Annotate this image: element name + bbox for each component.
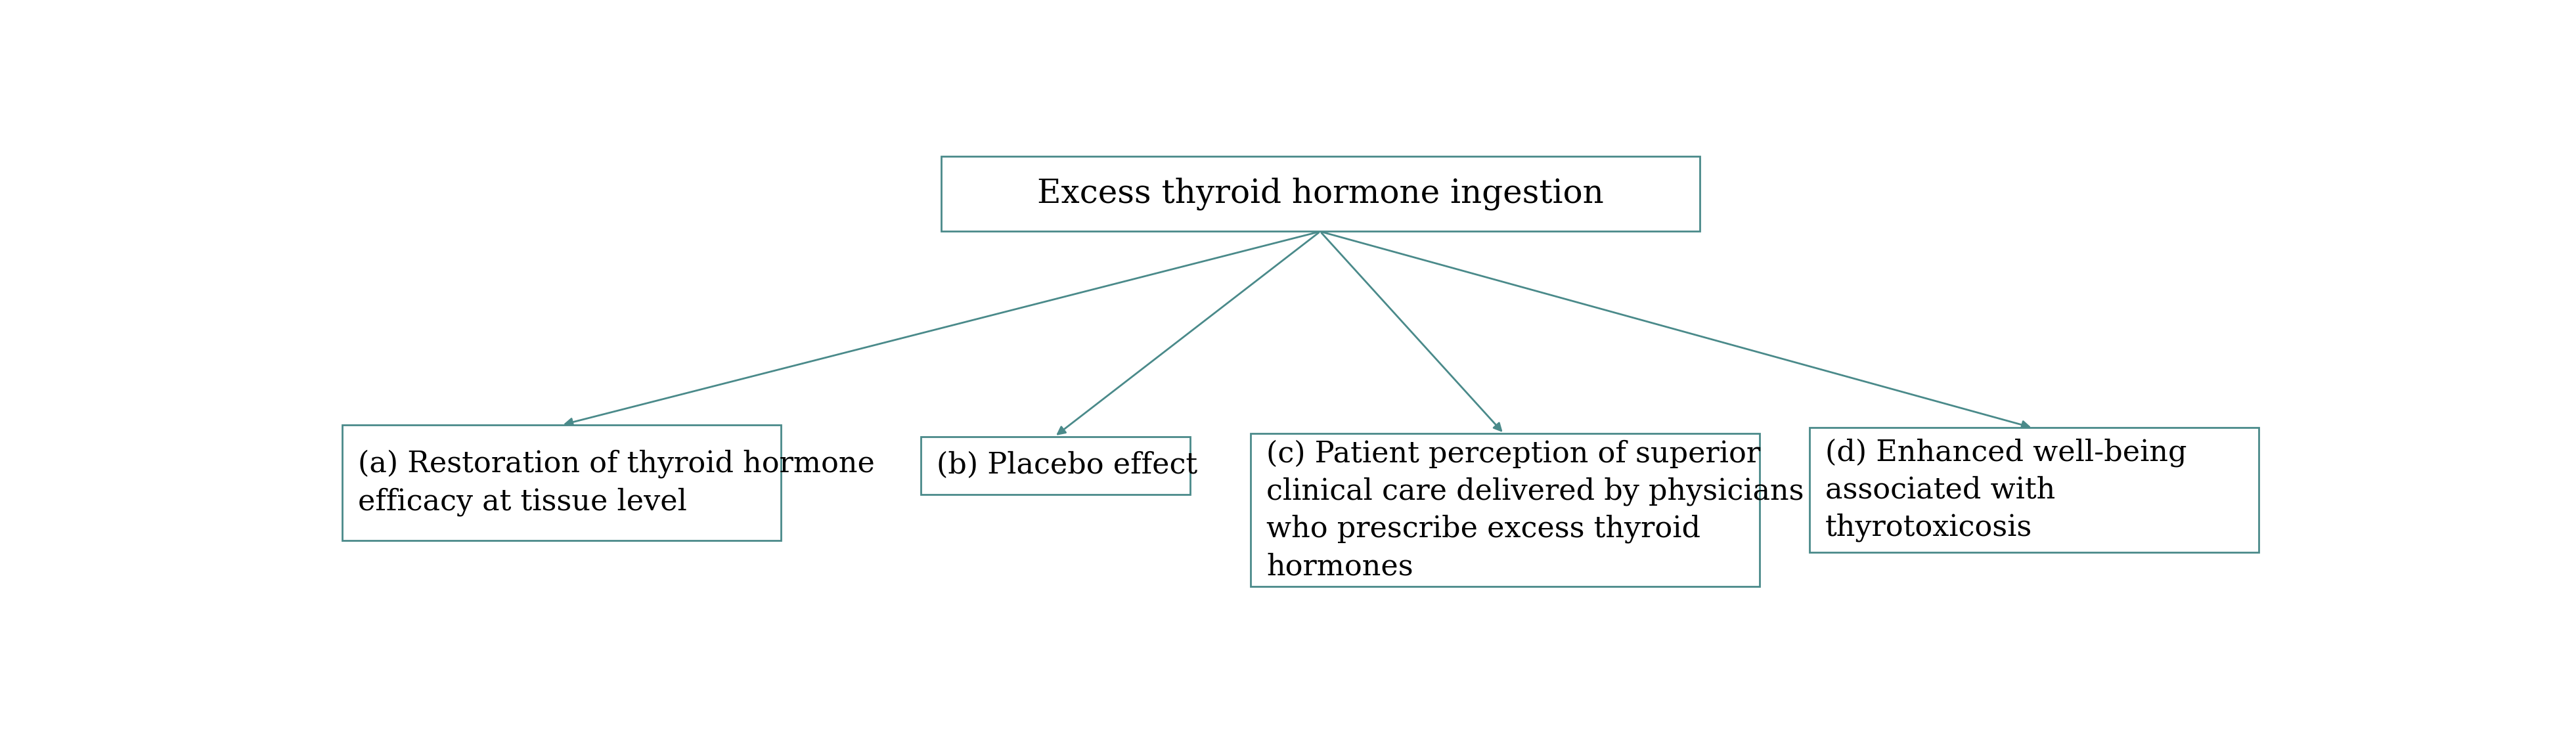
FancyBboxPatch shape [343,425,781,541]
Text: (a) Restoration of thyroid hormone
efficacy at tissue level: (a) Restoration of thyroid hormone effic… [358,449,876,516]
Text: (d) Enhanced well-being
associated with
thyrotoxicosis: (d) Enhanced well-being associated with … [1826,438,2187,542]
Text: Excess thyroid hormone ingestion: Excess thyroid hormone ingestion [1038,178,1602,210]
Text: (b) Placebo effect: (b) Placebo effect [938,451,1198,479]
Text: (c) Patient perception of superior
clinical care delivered by physicians
who pre: (c) Patient perception of superior clini… [1267,440,1803,580]
FancyBboxPatch shape [922,436,1190,494]
FancyBboxPatch shape [940,157,1700,232]
FancyBboxPatch shape [1249,433,1759,586]
FancyBboxPatch shape [1808,427,2259,552]
